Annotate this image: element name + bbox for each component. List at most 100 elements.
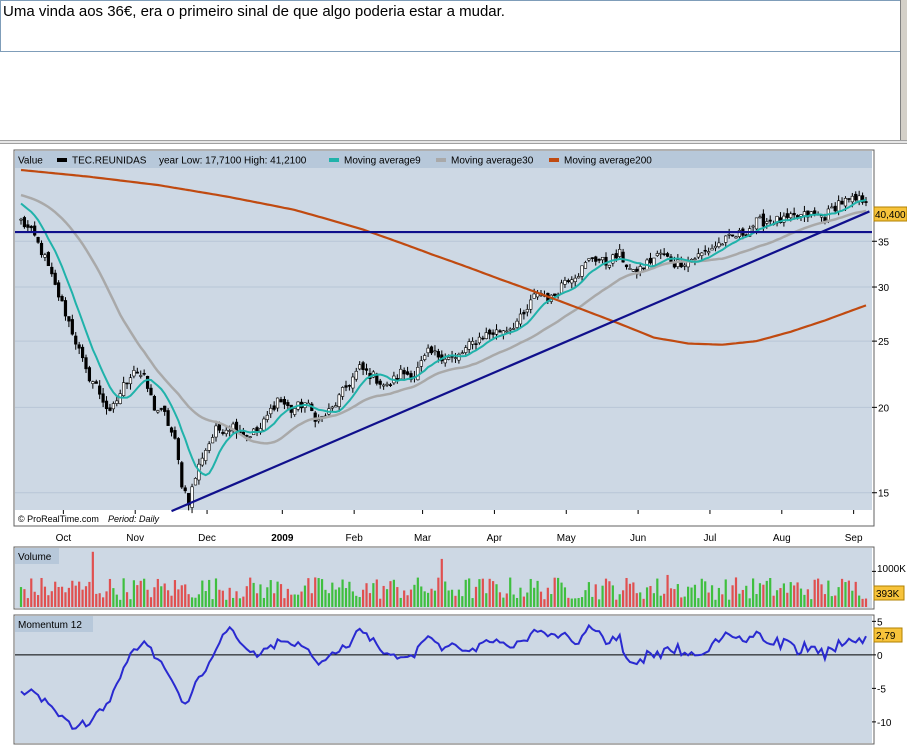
candle: [67, 316, 71, 328]
volume-bar: [560, 582, 563, 607]
candle: [833, 202, 837, 214]
volume-bar: [132, 580, 135, 607]
volume-bar: [341, 579, 344, 607]
candle: [429, 345, 434, 355]
volume-bar: [591, 596, 594, 607]
volume-bar: [269, 580, 272, 607]
volume-bar: [379, 598, 382, 607]
price-axis: 15 20 25 30 35: [872, 237, 890, 500]
volume-bar: [813, 579, 816, 607]
candle: [443, 353, 447, 367]
candle: [484, 327, 488, 340]
volume-bar: [406, 595, 409, 607]
volume-bar: [273, 593, 276, 607]
scrollbar-strip[interactable]: [900, 0, 907, 144]
volume-bar: [214, 578, 218, 607]
header-ticker: TEC.REUNIDAS: [72, 156, 147, 167]
volume-bar: [803, 594, 806, 607]
candle: [26, 220, 30, 232]
candle: [275, 397, 280, 412]
candle: [200, 452, 204, 467]
candle: [91, 380, 95, 389]
candle: [358, 361, 362, 371]
volume-bar: [334, 589, 337, 607]
candle: [580, 265, 584, 282]
volume-bar: [847, 580, 850, 607]
volume-bar: [515, 597, 519, 607]
volume-bar: [574, 598, 577, 607]
month-label: 2009: [271, 533, 294, 544]
volume-bar: [806, 589, 809, 607]
candle: [104, 396, 109, 415]
candle: [169, 426, 174, 437]
time-axis: Oct Nov Dec 2009 Feb Mar Apr May Jun Jul Aug Sep: [56, 510, 863, 544]
volume-bar: [752, 578, 755, 607]
volume-bar: [639, 592, 642, 607]
candle: [563, 276, 567, 288]
candle: [515, 318, 519, 329]
candle: [351, 373, 355, 393]
volume-bar: [81, 589, 84, 607]
volume-bar: [84, 586, 88, 607]
volume-bar: [837, 587, 840, 607]
volume-bar: [362, 589, 365, 607]
volume-bar: [577, 598, 580, 607]
candle: [648, 252, 653, 265]
candle: [518, 308, 523, 329]
volume-bar: [119, 599, 122, 607]
volume-bar: [611, 585, 614, 607]
volume-bar: [396, 587, 399, 607]
volume-bar: [225, 599, 228, 607]
volume-bar: [204, 591, 207, 607]
volume-bar: [529, 578, 532, 607]
candle: [63, 297, 68, 321]
volume-bar: [276, 581, 279, 607]
volume-bar: [485, 593, 488, 607]
volume-bar: [262, 597, 265, 607]
volume-bar: [47, 595, 50, 607]
candle: [570, 276, 574, 289]
volume-bar: [190, 597, 194, 607]
volume-bar: [297, 594, 300, 607]
volume-bar: [714, 599, 717, 607]
volume-bar: [772, 595, 775, 607]
volume-bar: [608, 581, 611, 607]
volume-bar: [331, 582, 334, 607]
volume-bar: [642, 598, 645, 607]
volume-bar: [399, 597, 402, 607]
candle: [173, 426, 177, 440]
caption-text: Uma vinda aos 36€, era o primeiro sinal …: [3, 3, 505, 20]
volume-bar: [427, 592, 430, 607]
legend-ma200-swatch: [549, 158, 559, 162]
volume-bar: [693, 584, 697, 607]
volume-bar: [728, 599, 731, 607]
volume-bar: [827, 580, 830, 607]
candle: [111, 401, 115, 413]
volume-bar: [201, 580, 204, 607]
volume-bar: [221, 590, 224, 607]
candle: [467, 338, 471, 355]
volume-bar: [724, 579, 727, 607]
volume-bar: [74, 585, 77, 607]
volume-bar: [266, 587, 269, 607]
candle: [33, 221, 37, 237]
candle: [145, 375, 150, 393]
volume-bar: [628, 583, 632, 607]
volume-bar: [136, 585, 139, 607]
candle: [60, 294, 64, 302]
caption-textbox[interactable]: Uma vinda aos 36€, era o primeiro sinal …: [0, 0, 900, 52]
volume-bar: [546, 587, 549, 607]
candle: [364, 363, 369, 375]
volume-bar: [112, 588, 115, 607]
candle: [659, 249, 663, 259]
volume-bar: [279, 584, 283, 607]
volume-bar: [789, 582, 792, 607]
volume-bar: [779, 588, 782, 607]
volume-bar: [700, 578, 703, 607]
volume-bar: [745, 585, 748, 607]
candle: [340, 386, 345, 400]
volume-bar: [238, 598, 242, 607]
volume-bar: [834, 595, 837, 607]
volume-bar: [457, 589, 460, 607]
volume-bar: [194, 597, 197, 607]
